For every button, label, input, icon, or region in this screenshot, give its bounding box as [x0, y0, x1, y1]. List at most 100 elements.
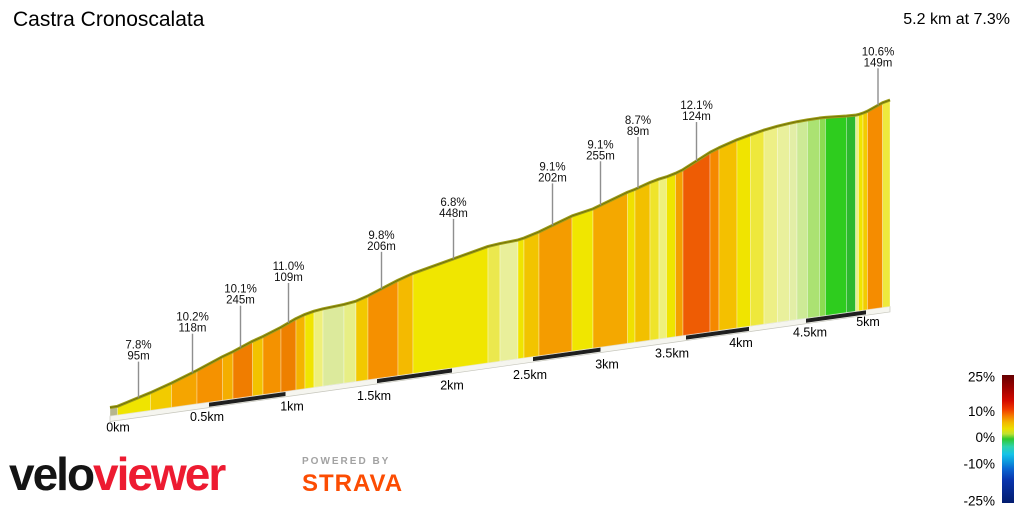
- gradient-segment: [499, 239, 519, 362]
- callout-gradient: 9.1%: [587, 139, 613, 151]
- gradient-legend: 25% 10% 0% -10% -25%: [963, 369, 1014, 509]
- scale-dash: [806, 310, 866, 323]
- road-edge-line: [109, 99, 891, 408]
- gradient-segment: [666, 172, 676, 339]
- distance-label: 3.5km: [655, 347, 689, 361]
- gradient-segment: [627, 188, 636, 344]
- distance-label: 0km: [106, 421, 130, 435]
- gradient-segment: [858, 112, 864, 312]
- gradient-segment: [304, 310, 315, 390]
- gradient-segment: [262, 326, 282, 395]
- legend-tick-label: -25%: [963, 494, 995, 509]
- legend-tick-label: 0%: [975, 430, 995, 445]
- gradient-segment: [807, 117, 820, 319]
- distance-label: 4km: [729, 336, 753, 350]
- callout-gradient: 10.6%: [862, 46, 895, 58]
- callout-gradient: 7.8%: [125, 340, 151, 352]
- powered-by-label: POWERED BY: [302, 456, 391, 467]
- scale-dash: [377, 368, 452, 384]
- gradient-segment: [819, 116, 826, 317]
- gradient-segment: [397, 272, 414, 376]
- distance-label: 5km: [856, 315, 880, 329]
- gradient-segment: [222, 351, 234, 401]
- gradient-segment: [682, 151, 711, 336]
- gradient-segment: [487, 243, 501, 364]
- gradient-segment: [538, 215, 573, 357]
- gradient-segment: [412, 245, 489, 374]
- gradient-segment: [855, 114, 859, 312]
- segment-callout: 9.8%206m: [367, 230, 396, 289]
- gradient-segment: [862, 110, 868, 311]
- callout-length: 149m: [864, 57, 893, 69]
- segment-callout: 10.2%118m: [176, 312, 209, 373]
- gradient-segment: [736, 134, 751, 329]
- veloviewer-logo: veloviewer: [9, 448, 226, 500]
- segment-callout: 11.0%109m: [273, 261, 305, 323]
- callout-length: 255m: [586, 150, 615, 162]
- logo-velo-text: velo: [9, 448, 95, 500]
- callout-length: 95m: [127, 351, 149, 363]
- callout-gradient: 6.8%: [440, 197, 466, 209]
- scale-dash: [686, 326, 749, 340]
- callout-length: 206m: [367, 241, 396, 253]
- gradient-segment: [523, 231, 540, 359]
- callout-length: 245m: [226, 295, 255, 307]
- callout-gradient: 12.1%: [680, 100, 713, 112]
- segment-callout: 7.8%95m: [125, 340, 152, 398]
- distance-label: 1.5km: [357, 389, 391, 403]
- gradient-segment: [882, 99, 891, 308]
- page-title: Castra Cronoscalata: [13, 8, 205, 31]
- gradient-segment: [649, 178, 660, 341]
- segment-callout: 10.6%149m: [862, 46, 895, 106]
- callout-length: 448m: [439, 208, 468, 220]
- legend-tick-label: 25%: [968, 369, 995, 384]
- callout-gradient: 8.7%: [625, 115, 651, 127]
- gradient-segment: [846, 114, 856, 313]
- callout-gradient: 11.0%: [273, 261, 305, 273]
- gradient-segment: [675, 169, 684, 337]
- segment-callout: 6.8%448m: [439, 197, 468, 259]
- callout-length: 118m: [179, 323, 207, 335]
- gradient-segment: [343, 300, 357, 384]
- gradient-segment: [658, 176, 667, 340]
- gradient-segment: [313, 308, 324, 388]
- distance-label: 0.5km: [190, 410, 224, 424]
- logo-viewer-text: viewer: [93, 448, 226, 500]
- gradient-segment: [571, 208, 594, 352]
- strava-logo-text: STRAVA: [302, 470, 404, 497]
- gradient-segment: [322, 304, 345, 387]
- gradient-segment: [867, 102, 883, 310]
- scale-dash: [209, 391, 286, 407]
- gradient-segment: [355, 295, 369, 382]
- callout-gradient: 9.8%: [368, 230, 394, 242]
- callout-length: 109m: [274, 272, 303, 284]
- segment-callout: 9.1%255m: [586, 139, 615, 206]
- gradient-segment: [634, 181, 651, 343]
- legend-tick-label: 10%: [968, 404, 995, 419]
- segment-callout: 12.1%124m: [680, 100, 713, 162]
- callout-gradient: 10.1%: [224, 284, 257, 296]
- callout-length: 202m: [538, 172, 567, 184]
- gradient-segment: [750, 129, 765, 327]
- gradient-segment: [280, 317, 297, 393]
- gradient-segment: [252, 335, 264, 397]
- climb-summary: 5.2 km at 7.3%: [903, 11, 1010, 28]
- distance-label: 2km: [440, 378, 464, 392]
- gradient-segment: [763, 125, 778, 325]
- gradient-legend-bar: [1002, 375, 1014, 503]
- segment-callout: 10.1%245m: [224, 284, 257, 348]
- distance-label: 4.5km: [793, 326, 827, 340]
- callout-length: 124m: [682, 111, 711, 123]
- gradient-segment: [367, 279, 399, 381]
- strava-attribution: POWERED BY STRAVA: [302, 456, 403, 498]
- gradient-segment: [517, 237, 525, 360]
- segment-callout: 9.1%202m: [538, 161, 567, 226]
- distance-label: 1km: [280, 399, 304, 413]
- callout-gradient: 10.2%: [176, 312, 209, 324]
- gradient-segment: [796, 119, 808, 320]
- scale-dash: [533, 347, 601, 362]
- distance-label: 2.5km: [513, 368, 547, 382]
- gradient-segment: [825, 115, 847, 316]
